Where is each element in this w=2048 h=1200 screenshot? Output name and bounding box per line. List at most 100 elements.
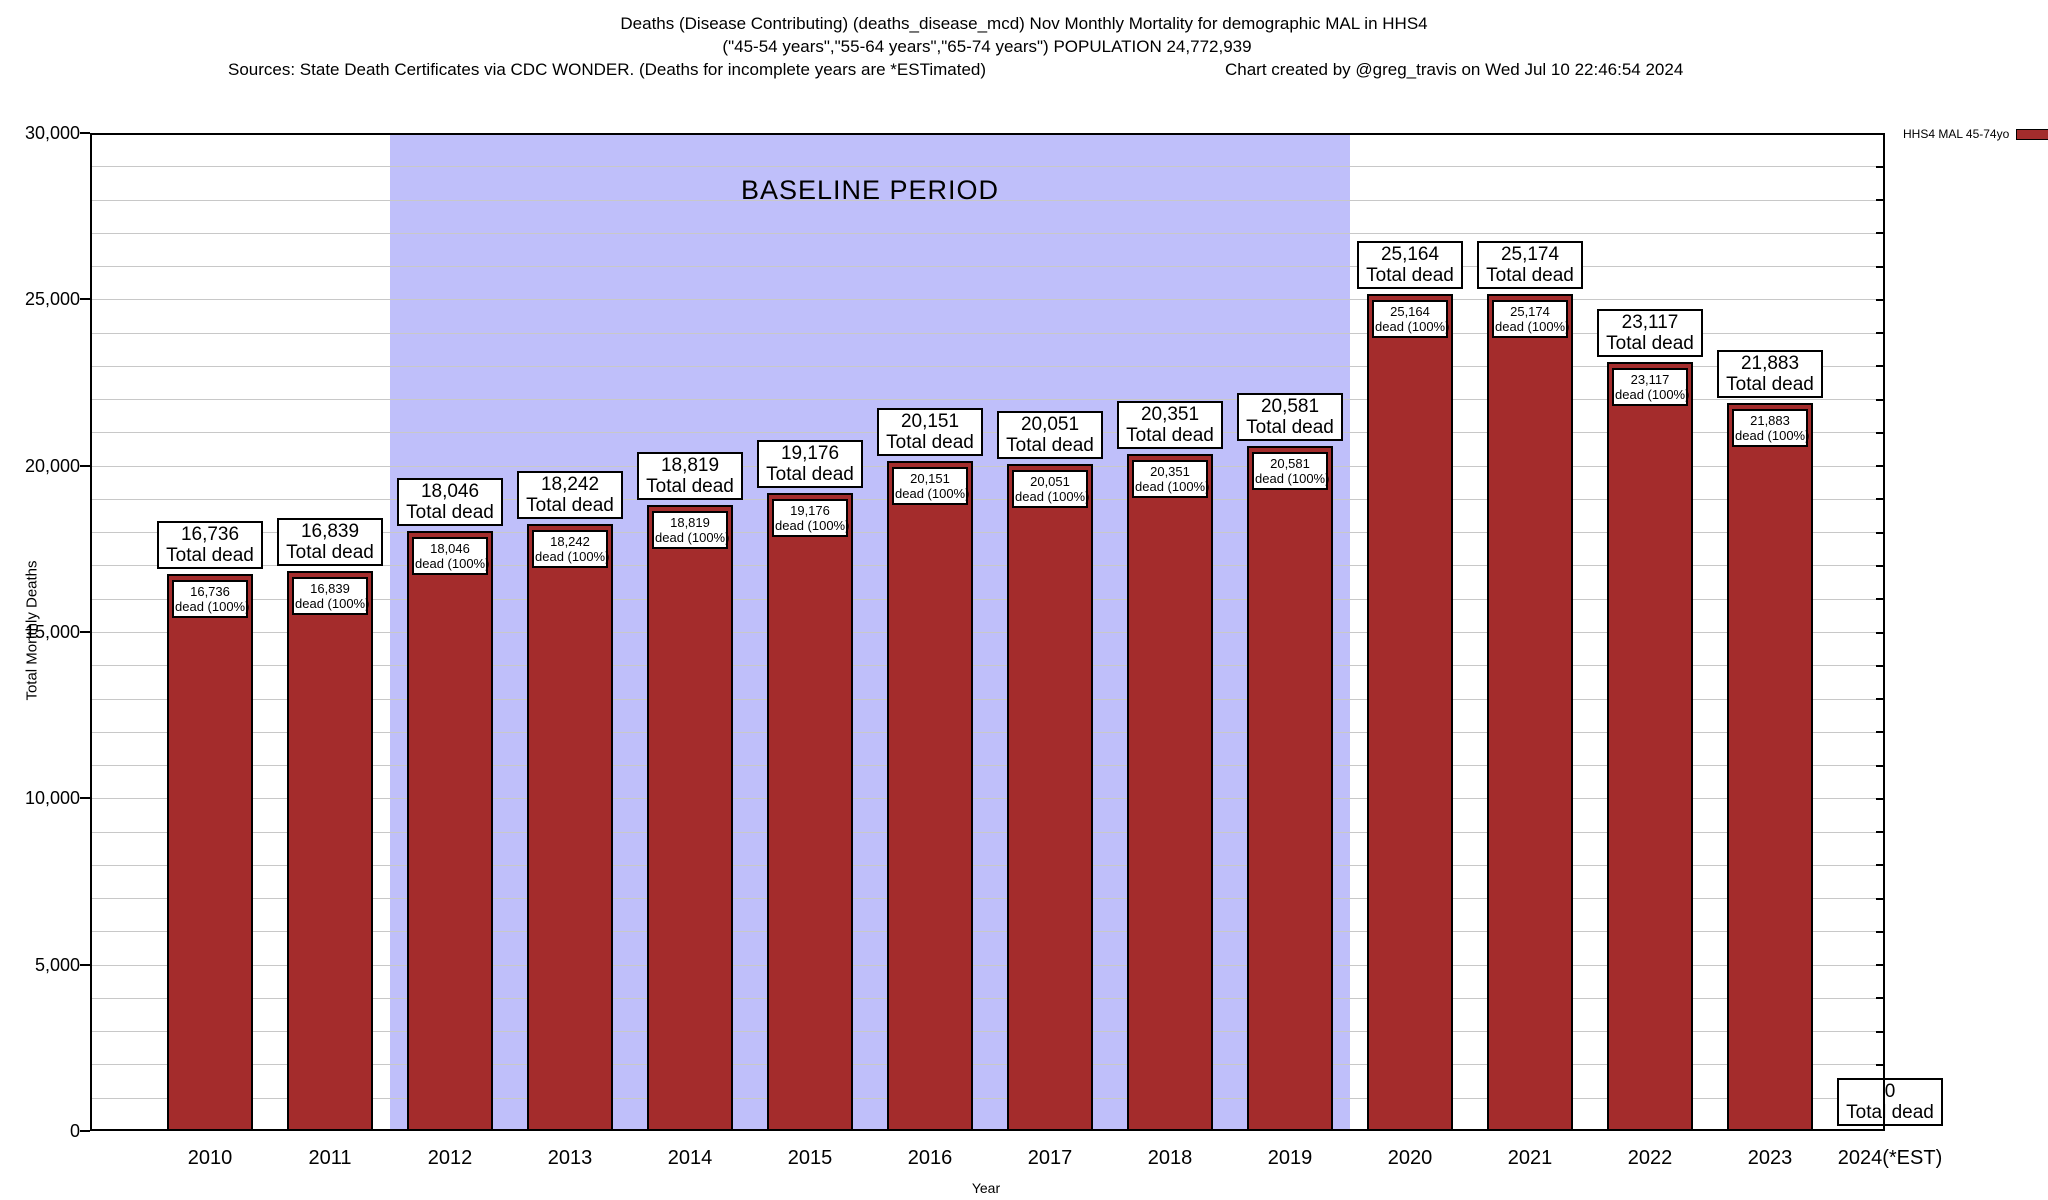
right-tick: [1876, 1063, 1885, 1066]
right-tick: [1876, 731, 1885, 734]
bar-outer-label-2023: 21,883 Total dead: [1717, 350, 1823, 399]
bar-inner-label-2014: 18,819 dead (100%): [652, 510, 729, 549]
bar-2014: [647, 504, 733, 1131]
x-tick-label-2012: 2012: [427, 1147, 473, 1169]
bar-2015: [767, 493, 853, 1131]
y-tick-label: 20,000: [24, 455, 80, 476]
gridline: [90, 266, 1885, 268]
x-axis-title: Year: [971, 1180, 1001, 1196]
right-tick: [1876, 964, 1885, 967]
x-tick-label-2019: 2019: [1267, 1147, 1313, 1169]
right-tick: [1876, 930, 1885, 933]
sources-note: Sources: State Death Certificates via CD…: [228, 60, 987, 79]
bar-2011: [287, 570, 373, 1131]
x-tick-label-2023: 2023: [1747, 1147, 1793, 1169]
bar-outer-label-2019: 20,581 Total dead: [1237, 393, 1343, 442]
right-tick: [1876, 664, 1885, 667]
right-tick: [1876, 298, 1885, 301]
bar-inner-label-2015: 19,176 dead (100%): [772, 499, 849, 538]
bar-outer-label-2015: 19,176 Total dead: [757, 440, 863, 489]
legend-swatch-icon: [2016, 128, 2048, 140]
gridline: [90, 432, 1885, 434]
gridline: [90, 1064, 1885, 1066]
gridline: [90, 665, 1885, 667]
bar-outer-label-2013: 18,242 Total dead: [517, 471, 623, 520]
x-tick-label-2022: 2022: [1627, 1147, 1673, 1169]
right-tick: [1876, 332, 1885, 335]
bar-inner-label-2021: 25,174 dead (100%): [1492, 299, 1569, 338]
gridline: [90, 399, 1885, 401]
bar-outer-label-2020: 25,164 Total dead: [1357, 240, 1463, 289]
chart-subtitle: ("45-54 years","55-64 years","65-74 year…: [722, 37, 1252, 56]
bar-inner-label-2011: 16,839 dead (100%): [292, 576, 369, 615]
bar-2022: [1607, 361, 1693, 1131]
right-tick: [1876, 398, 1885, 401]
right-tick: [1876, 598, 1885, 601]
x-tick-label-2018: 2018: [1147, 1147, 1193, 1169]
gridline: [90, 565, 1885, 567]
bar-inner-label-2018: 20,351 dead (100%): [1132, 459, 1209, 498]
bar-inner-label-2020: 25,164 dead (100%): [1372, 299, 1449, 338]
bar-inner-label-2019: 20,581 dead (100%): [1252, 452, 1329, 491]
gridline: [90, 864, 1885, 866]
bar-outer-label-2018: 20,351 Total dead: [1117, 400, 1223, 449]
bar-2019: [1247, 446, 1333, 1131]
gridline: [90, 898, 1885, 900]
gridline: [90, 798, 1885, 800]
right-tick: [1876, 631, 1885, 634]
x-tick-label-2016: 2016: [907, 1147, 953, 1169]
bar-outer-label-2024(*EST): 0 Total dead: [1837, 1078, 1943, 1126]
right-tick: [1876, 564, 1885, 567]
right-tick: [1876, 897, 1885, 900]
gridline: [90, 166, 1885, 168]
bar-2012: [407, 530, 493, 1131]
bar-inner-label-2017: 20,051 dead (100%): [1012, 469, 1089, 508]
gridline: [90, 698, 1885, 700]
bar-outer-label-2010: 16,736 Total dead: [157, 521, 263, 570]
bar-outer-label-2011: 16,839 Total dead: [277, 517, 383, 566]
right-tick: [1876, 797, 1885, 800]
gridline: [90, 598, 1885, 600]
bar-inner-label-2023: 21,883 dead (100%): [1732, 409, 1809, 448]
gridline: [90, 465, 1885, 467]
left-major-tick: [80, 963, 90, 966]
y-tick-label: 5,000: [34, 954, 80, 975]
right-tick: [1876, 698, 1885, 701]
right-tick: [1876, 997, 1885, 1000]
gridline: [90, 299, 1885, 301]
bar-inner-label-2016: 20,151 dead (100%): [892, 466, 969, 505]
bar-inner-label-2013: 18,242 dead (100%): [532, 530, 609, 569]
right-tick: [1876, 365, 1885, 368]
y-tick-label: 15,000: [24, 622, 80, 642]
y-tick-label: 10,000: [24, 788, 80, 809]
x-tick-label-2013: 2013: [547, 1147, 593, 1169]
x-tick-label-2020: 2020: [1387, 1147, 1433, 1169]
bar-outer-label-2021: 25,174 Total dead: [1477, 240, 1583, 289]
gridline: [90, 1097, 1885, 1099]
bar-outer-label-2014: 18,819 Total dead: [637, 451, 743, 500]
bar-inner-label-2012: 18,046 dead (100%): [412, 536, 489, 575]
x-tick-label-2015: 2015: [787, 1147, 833, 1169]
gridline: [90, 199, 1885, 201]
bar-2016: [887, 460, 973, 1131]
bar-2021: [1487, 293, 1573, 1131]
gridline: [90, 365, 1885, 367]
x-tick-label-2010: 2010: [187, 1147, 233, 1169]
legend: HHS4 MAL 45-74yo: [1903, 127, 2048, 141]
right-tick: [1876, 199, 1885, 202]
right-tick: [1876, 265, 1885, 268]
gridline: [90, 332, 1885, 334]
left-major-tick: [80, 1130, 90, 1132]
right-tick: [1876, 465, 1885, 468]
x-tick-label-2021: 2021: [1507, 1147, 1553, 1169]
right-tick: [1876, 165, 1885, 168]
bar-outer-label-2016: 20,151 Total dead: [877, 407, 983, 456]
right-tick: [1876, 831, 1885, 834]
y-tick-label: 25,000: [24, 289, 80, 310]
bar-2023: [1727, 403, 1813, 1131]
legend-label: HHS4 MAL 45-74yo: [1903, 127, 2010, 141]
gridline: [90, 532, 1885, 534]
y-tick-label: 30,000: [24, 123, 80, 143]
baseline-period-label: BASELINE PERIOD: [740, 175, 1000, 205]
